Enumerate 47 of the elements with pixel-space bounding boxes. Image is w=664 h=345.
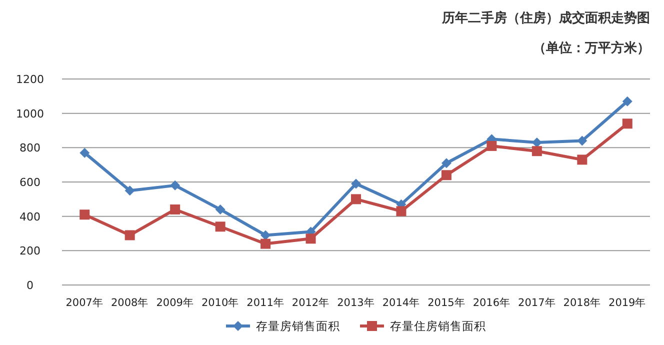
point <box>622 118 632 129</box>
y-tick-label: 200 <box>20 244 40 258</box>
point <box>170 180 180 190</box>
point <box>396 206 406 216</box>
chart-subtitle: （单位：万平方米） <box>533 40 650 56</box>
point <box>622 96 632 106</box>
point <box>215 204 226 214</box>
x-tick-label: 2007年 <box>66 297 104 309</box>
y-tick-label: 400 <box>20 210 40 224</box>
x-tick-label: 2008年 <box>110 297 149 309</box>
x-tick-label: 2011年 <box>246 297 284 309</box>
x-tick-label: 2019年 <box>608 297 646 309</box>
point <box>80 210 90 220</box>
point <box>80 148 90 158</box>
point <box>351 178 361 189</box>
point <box>306 234 316 244</box>
point <box>532 146 542 156</box>
point <box>260 238 271 249</box>
y-tick-label: 600 <box>20 176 40 189</box>
y-tick-label: 1200 <box>16 73 44 86</box>
chart-title: 历年二手房（住房）成交面积走势图 <box>441 10 650 26</box>
x-tick-label: 2015年 <box>428 297 466 309</box>
x-tick-label: 2009年 <box>156 297 194 309</box>
x-tick-label: 2013年 <box>337 297 375 309</box>
y-tick-label: 1000 <box>16 107 44 120</box>
point <box>124 186 135 196</box>
point <box>124 230 135 240</box>
x-tick-label: 2012年 <box>292 297 330 309</box>
y-tick-label: 800 <box>20 142 40 155</box>
point <box>441 158 452 168</box>
point <box>532 138 542 148</box>
point <box>486 140 497 151</box>
x-tick-label: 2016年 <box>472 297 511 309</box>
point <box>351 194 361 204</box>
point <box>170 204 180 214</box>
point <box>441 170 452 180</box>
legend-label: 存量住房销售面积 <box>390 319 486 333</box>
x-tick-label: 2010年 <box>201 297 240 309</box>
y-tick-label: 0 <box>26 279 34 292</box>
x-tick-label: 2017年 <box>518 297 556 309</box>
point <box>577 136 588 146</box>
point <box>260 230 271 240</box>
legend-label: 存量房销售面积 <box>256 319 340 333</box>
point <box>215 222 226 232</box>
x-tick-label: 2014年 <box>382 297 420 309</box>
point <box>577 154 588 165</box>
x-tick-label: 2018年 <box>563 297 602 309</box>
